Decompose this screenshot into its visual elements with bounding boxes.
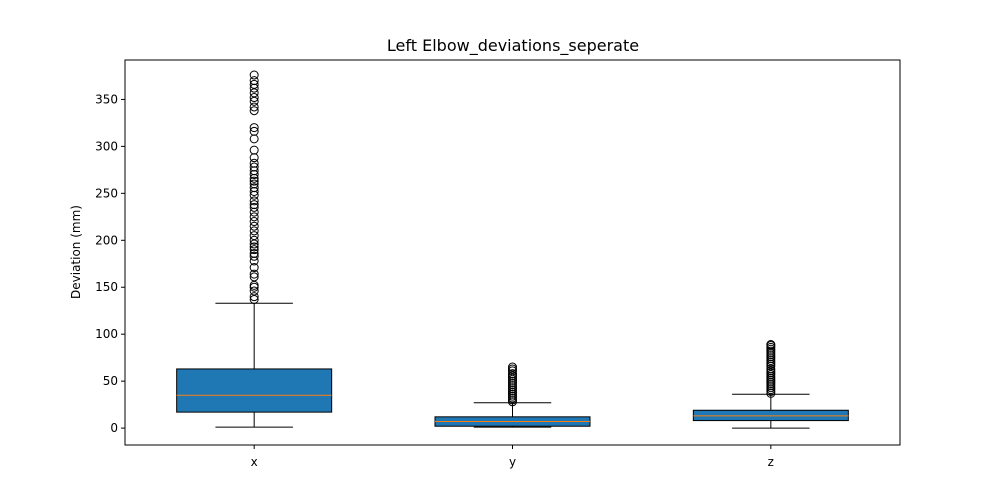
box-group-z [692,340,849,429]
x-tick-label: x [251,455,258,469]
outlier-point [249,251,259,261]
y-tick-label: 150 [95,280,118,294]
outlier-point [249,269,259,279]
x-tick-label: z [768,455,774,469]
outlier-point [249,217,259,227]
plot-area [176,70,849,429]
outlier-point [249,242,259,252]
outlier-point [249,158,259,168]
outlier-point [249,88,259,98]
outlier-point [249,162,259,172]
outlier-point [249,202,259,212]
outlier-point [249,235,259,245]
outlier-point [249,226,259,236]
outlier-point [249,245,259,255]
y-tick-label: 300 [95,139,118,153]
x-tick-label: y [509,455,516,469]
outlier-point [766,340,776,350]
y-tick-label: 100 [95,327,118,341]
outlier-point [249,200,259,210]
outlier-point [249,196,259,206]
outlier-point [249,183,259,193]
y-tick-label: 0 [110,421,118,435]
outlier-point [249,212,259,222]
outlier-point [249,176,259,186]
outlier-point [249,248,259,258]
outlier-point [508,362,517,372]
box-group-x [176,70,333,428]
chart-title: Left Elbow_deviations_seperate [387,36,639,56]
outlier-point [249,102,259,112]
outlier-point [249,286,259,296]
outlier-point [249,292,259,302]
outlier-point [249,207,259,217]
outlier-point [249,93,259,103]
outlier-point [249,79,259,89]
outlier-point [249,153,259,163]
outlier-point [249,280,259,290]
y-tick-label: 50 [103,374,118,388]
y-tick-label: 200 [95,233,118,247]
outlier-point [249,70,259,80]
box-iqr [176,368,333,413]
y-tick-label: 250 [95,186,118,200]
outlier-point [249,126,259,136]
outlier-point [249,179,259,189]
y-tick-label: 350 [95,92,118,106]
outlier-point [249,106,259,116]
outlier-point [249,263,259,273]
outlier-point [249,123,259,133]
outlier-point [249,76,259,86]
outlier-point [249,221,259,231]
outlier-point [249,272,259,282]
outlier-point [249,145,259,155]
outlier-point [249,231,259,241]
outlier-point [508,369,517,379]
outlier-point [249,134,259,144]
y-axis-label: Deviation (mm) [69,205,83,299]
box-group-y [434,362,591,428]
